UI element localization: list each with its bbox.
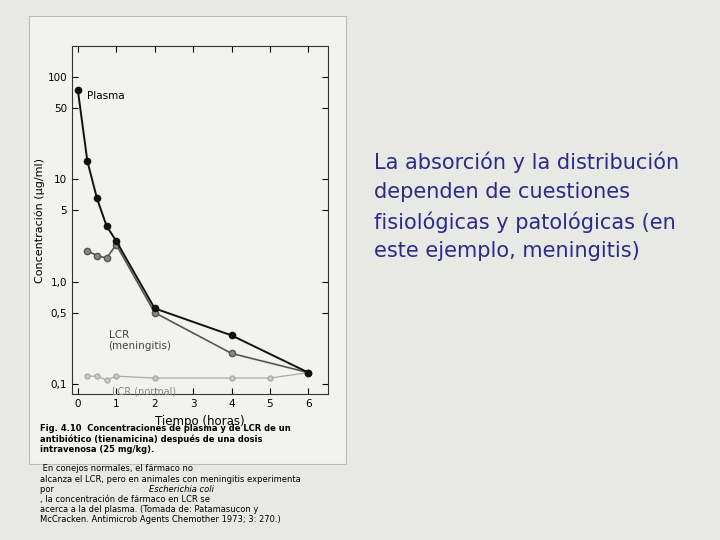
Y-axis label: Concentración (µg/ml): Concentración (µg/ml) xyxy=(35,158,45,282)
Text: Escherichia coli: Escherichia coli xyxy=(149,485,214,494)
Text: Plasma: Plasma xyxy=(87,91,125,101)
Text: , la concentración de fármaco en LCR se
acerca a la del plasma. (Tomada de: Pata: , la concentración de fármaco en LCR se … xyxy=(40,495,280,524)
Text: En conejos normales, el fármaco no
alcanza el LCR, pero en animales con meningit: En conejos normales, el fármaco no alcan… xyxy=(40,464,300,494)
Text: Fig. 4.10  Concentraciones de plasma y de LCR de un
antibiótico (tienamicina) de: Fig. 4.10 Concentraciones de plasma y de… xyxy=(40,424,290,454)
Text: La absorción y la distribución
dependen de cuestiones
fisiológicas y patológicas: La absorción y la distribución dependen … xyxy=(374,151,680,261)
X-axis label: Tiempo (horas): Tiempo (horas) xyxy=(155,415,245,428)
Text: LCR (normal): LCR (normal) xyxy=(112,387,176,396)
Text: LCR
(meningitis): LCR (meningitis) xyxy=(109,330,171,352)
